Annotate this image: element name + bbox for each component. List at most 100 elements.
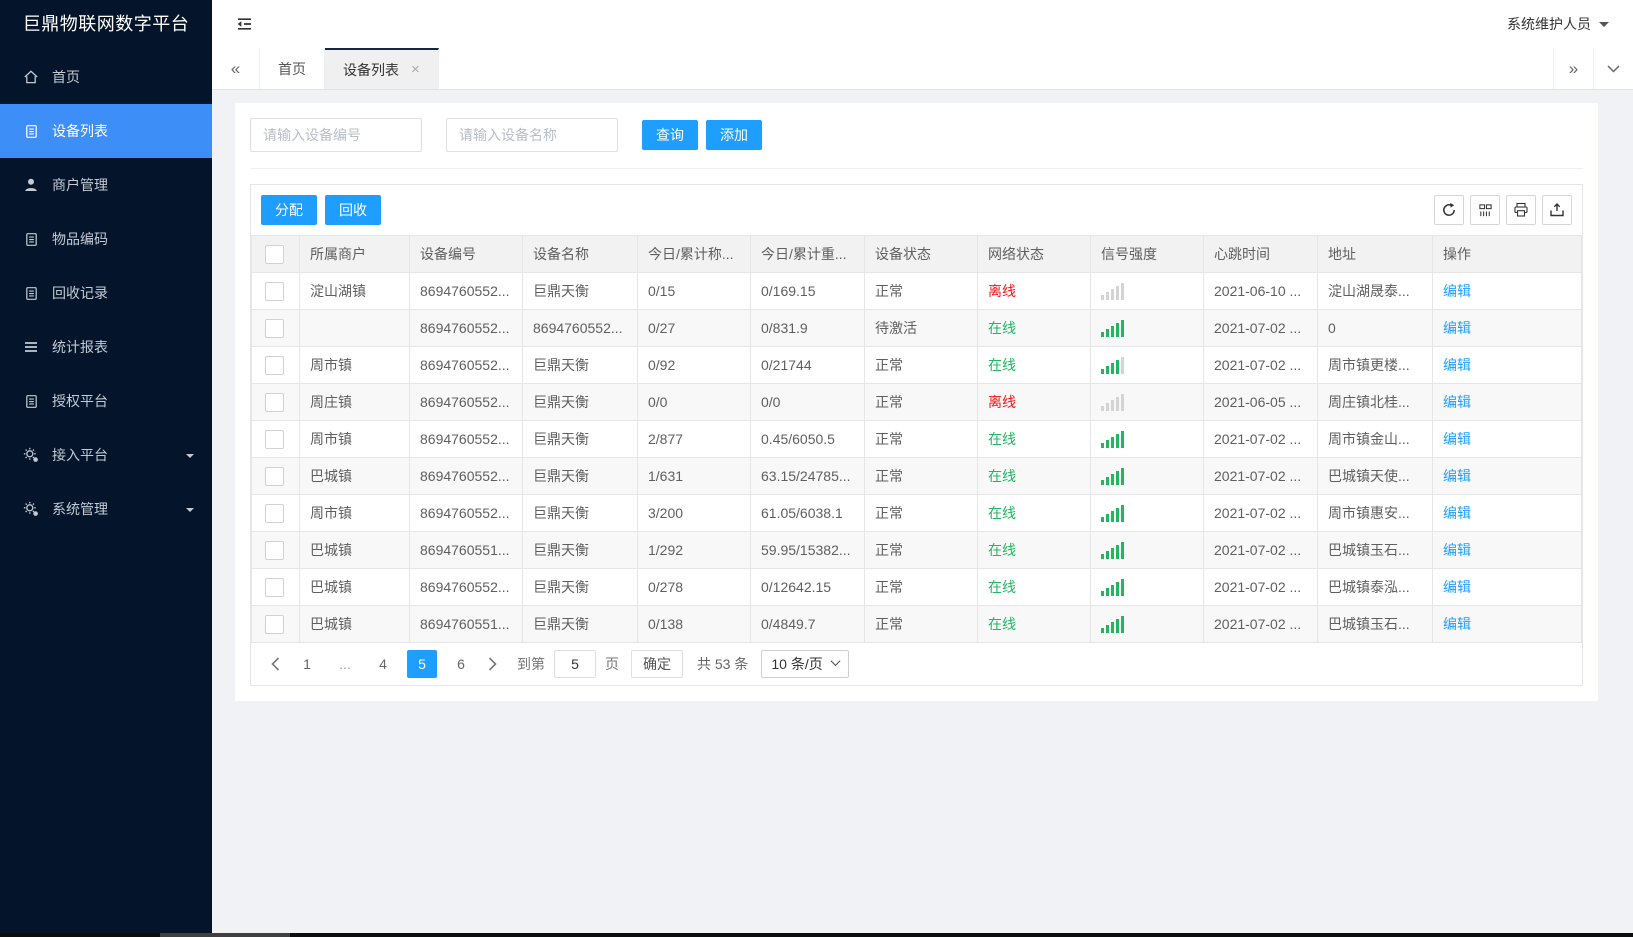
table-card: 分配 回收 [250,184,1583,686]
page-size-select[interactable]: 10 条/页 [761,650,849,678]
signal-bars-icon [1101,282,1193,300]
row-checkbox[interactable] [265,540,284,560]
column-header: 今日/累计称... [637,235,751,273]
tab-home[interactable]: 首页 [259,48,325,89]
row-checkbox[interactable] [265,281,284,301]
edit-link[interactable]: 编辑 [1443,505,1471,521]
cell-network-status: 在线 [977,605,1091,643]
signal-bars-icon [1101,356,1193,374]
cell-network-status: 离线 [977,383,1091,421]
menu-icon [22,339,40,355]
table-row: 周市镇 8694760552... 巨鼎天衡 2/877 0.45/6050.5 正常 在线… [251,420,1582,458]
collapse-sidebar-icon[interactable] [234,14,254,34]
sidebar-item-item-codes[interactable]: 物品编码 [0,212,212,266]
cell-signal [1090,346,1204,384]
cell-address: 周庄镇北桂... [1317,383,1433,421]
cell-today-count: 2/877 [637,420,751,458]
sidebar: 巨鼎物联网数字平台 首页 设备列表 商户管理 物品编码 回收记录 统计报表 授权平台 接入平台… [0,0,212,933]
cell-today-count: 0/0 [637,383,751,421]
cell-today-count: 0/138 [637,605,751,643]
signal-bars-icon [1101,615,1193,633]
sidebar-item-label: 物品编码 [52,231,108,247]
page-number[interactable]: 6 [457,656,465,672]
table-row: 巴城镇 8694760551... 巨鼎天衡 0/138 0/4849.7 正常 在线 202… [251,605,1582,643]
prev-page-icon[interactable] [271,657,280,671]
sidebar-item-access[interactable]: 接入平台 [0,428,212,482]
edit-link[interactable]: 编辑 [1443,357,1471,373]
page-number[interactable]: 1 [303,656,311,672]
cell-address: 周市镇金山... [1317,420,1433,458]
sidebar-item-recycle[interactable]: 回收记录 [0,266,212,320]
tab-device-list[interactable]: 设备列表 × [325,48,439,89]
sidebar-item-system[interactable]: 系统管理 [0,482,212,536]
columns-icon[interactable] [1470,195,1500,225]
edit-link[interactable]: 编辑 [1443,616,1471,632]
page-number[interactable]: 5 [407,650,437,678]
column-header: 今日/累计重... [750,235,865,273]
refresh-icon[interactable] [1434,195,1464,225]
signal-bars-icon [1101,430,1193,448]
sidebar-item-authorize[interactable]: 授权平台 [0,374,212,428]
cell-heartbeat: 2021-07-02 ... [1203,457,1318,495]
print-icon[interactable] [1506,195,1536,225]
device-no-input[interactable] [250,118,422,152]
device-name-input[interactable] [446,118,618,152]
cell-device-name: 巨鼎天衡 [522,531,638,569]
select-all-checkbox[interactable] [265,244,284,264]
edit-link[interactable]: 编辑 [1443,320,1471,336]
tabs-dropdown-icon[interactable] [1593,48,1633,89]
cell-device-status: 待激活 [864,309,978,347]
edit-link[interactable]: 编辑 [1443,431,1471,447]
goto-page-label: 到第 [517,656,545,672]
chevron-down-icon [186,453,194,462]
edit-link[interactable]: 编辑 [1443,468,1471,484]
cell-merchant: 巴城镇 [299,605,410,643]
cell-heartbeat: 2021-07-02 ... [1203,605,1318,643]
cell-device-name: 8694760552... [522,309,638,347]
chevron-down-icon [186,507,194,516]
edit-link[interactable]: 编辑 [1443,394,1471,410]
page-number[interactable]: 4 [379,656,387,672]
row-checkbox[interactable] [265,355,284,375]
cell-address: 巴城镇泰泓... [1317,568,1433,606]
add-button[interactable]: 添加 [706,120,762,150]
recycle-button[interactable]: 回收 [325,195,381,225]
query-button[interactable]: 查询 [642,120,698,150]
row-checkbox[interactable] [265,466,284,486]
goto-page-input[interactable] [554,650,596,678]
user-menu[interactable]: 系统维护人员 [1507,14,1609,34]
cell-device-status: 正常 [864,605,978,643]
device-table: 所属商户 设备编号 设备名称 今日/累计称... 今日/累计重... 设备状态 网络状态 信号… [251,235,1582,643]
edit-link[interactable]: 编辑 [1443,542,1471,558]
edit-link[interactable]: 编辑 [1443,283,1471,299]
next-page-icon[interactable] [488,657,497,671]
sidebar-item-label: 首页 [52,69,80,85]
sidebar-item-devices[interactable]: 设备列表 [0,104,212,158]
tabs-scroll-right-icon[interactable]: » [1553,48,1593,89]
total-count-label: 共 53 条 [697,656,749,672]
tab-close-icon[interactable]: × [411,61,420,78]
content-area: 查询 添加 分配 回收 [212,90,1633,933]
sidebar-item-home[interactable]: 首页 [0,50,212,104]
sidebar-item-reports[interactable]: 统计报表 [0,320,212,374]
cell-merchant: 淀山湖镇 [299,272,410,310]
table-row: 周市镇 8694760552... 巨鼎天衡 3/200 61.05/6038.1 正常在… [251,494,1582,532]
row-checkbox[interactable] [265,318,284,338]
sidebar-item-merchants[interactable]: 商户管理 [0,158,212,212]
cell-heartbeat: 2021-07-02 ... [1203,420,1318,458]
edit-link[interactable]: 编辑 [1443,579,1471,595]
assign-button[interactable]: 分配 [261,195,317,225]
tabs-scroll-left-icon[interactable]: « [230,58,241,78]
row-checkbox[interactable] [265,429,284,449]
cell-merchant [299,309,410,347]
cell-today-count: 0/15 [637,272,751,310]
cell-network-status: 在线 [977,494,1091,532]
row-checkbox[interactable] [265,577,284,597]
export-icon[interactable] [1542,195,1572,225]
confirm-page-button[interactable]: 确定 [631,650,683,678]
sidebar-item-label: 商户管理 [52,177,108,193]
row-checkbox[interactable] [265,614,284,634]
cell-device-no: 8694760551... [409,605,523,643]
row-checkbox[interactable] [265,503,284,523]
row-checkbox[interactable] [265,392,284,412]
